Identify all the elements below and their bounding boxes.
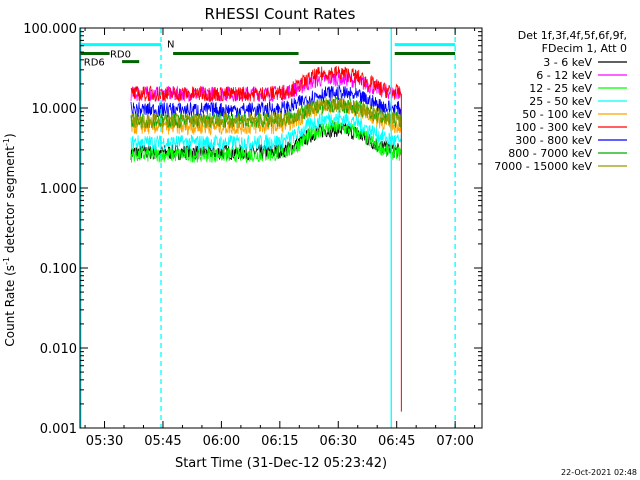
x-axis: 05:30 05:45 06:00 06:15 06:30 06:45 07:00: [84, 28, 476, 449]
legend-label: 12 - 25 keV: [529, 82, 592, 95]
x-tick-label: 05:30: [86, 434, 123, 449]
y-axis-label-part: ): [3, 133, 17, 138]
legend-label: 300 - 800 keV: [515, 134, 592, 147]
flag-label: RD0: [110, 50, 131, 61]
series-line-7: [130, 84, 402, 118]
y-tick-label: 10.000: [32, 102, 78, 117]
x-tick-label: 05:45: [144, 434, 181, 449]
y-tick-label: 100.000: [23, 22, 77, 37]
plot-frame: [79, 27, 483, 429]
flag-label: RD6: [84, 58, 105, 69]
y-tick-label: 0.001: [40, 422, 77, 437]
y-axis-label: Count Rate (s-1 detector segment-1): [2, 133, 17, 346]
x-tick-label: 06:30: [320, 434, 357, 449]
x-tick-label: 06:00: [203, 434, 240, 449]
footer-date: 22-Oct-2021 02:48: [561, 468, 637, 477]
flag-label: N: [167, 40, 174, 51]
y-axis-label-part: detector segment: [3, 146, 17, 257]
legend-label: 3 - 6 keV: [543, 56, 592, 69]
y-axis: 0.001 0.010 0.100 1.000 10.000 100.000: [23, 22, 482, 437]
plot-area: N RD0 RD6: [79, 27, 483, 429]
y-axis-label-part: Count Rate (s: [3, 265, 17, 347]
y-tick-label: 0.100: [40, 262, 77, 277]
y-axis-label-superscript: -1: [2, 138, 11, 146]
y-axis-label-superscript: -1: [2, 257, 11, 265]
x-tick-label: 07:00: [436, 434, 473, 449]
legend-label: 800 - 7000 keV: [508, 147, 592, 160]
legend-label: 7000 - 15000 keV: [494, 160, 592, 173]
legend-label: 25 - 50 keV: [529, 95, 592, 108]
y-tick-label: 0.010: [40, 342, 77, 357]
x-tick-label: 06:15: [261, 434, 298, 449]
legend-label: 50 - 100 keV: [522, 108, 592, 121]
legend-label: 100 - 300 keV: [515, 121, 592, 134]
legend-header: Det 1f,3f,4f,5f,6f,9f,: [518, 29, 627, 42]
chart-title: RHESSI Count Rates: [205, 5, 356, 23]
x-axis-label: Start Time (31-Dec-12 05:23:42): [175, 456, 387, 471]
legend-label: 6 - 12 keV: [536, 69, 592, 82]
series-line-6: [130, 65, 402, 103]
series-line-4: [130, 111, 402, 152]
legend-header: FDecim 1, Att 0: [542, 42, 627, 55]
series-line-9: [130, 97, 402, 129]
x-tick-label: 06:45: [378, 434, 415, 449]
y-tick-label: 1.000: [40, 182, 77, 197]
series-line-3: [130, 119, 402, 164]
legend: Det 1f,3f,4f,5f,6f,9f, FDecim 1, Att 0 3…: [494, 29, 627, 173]
